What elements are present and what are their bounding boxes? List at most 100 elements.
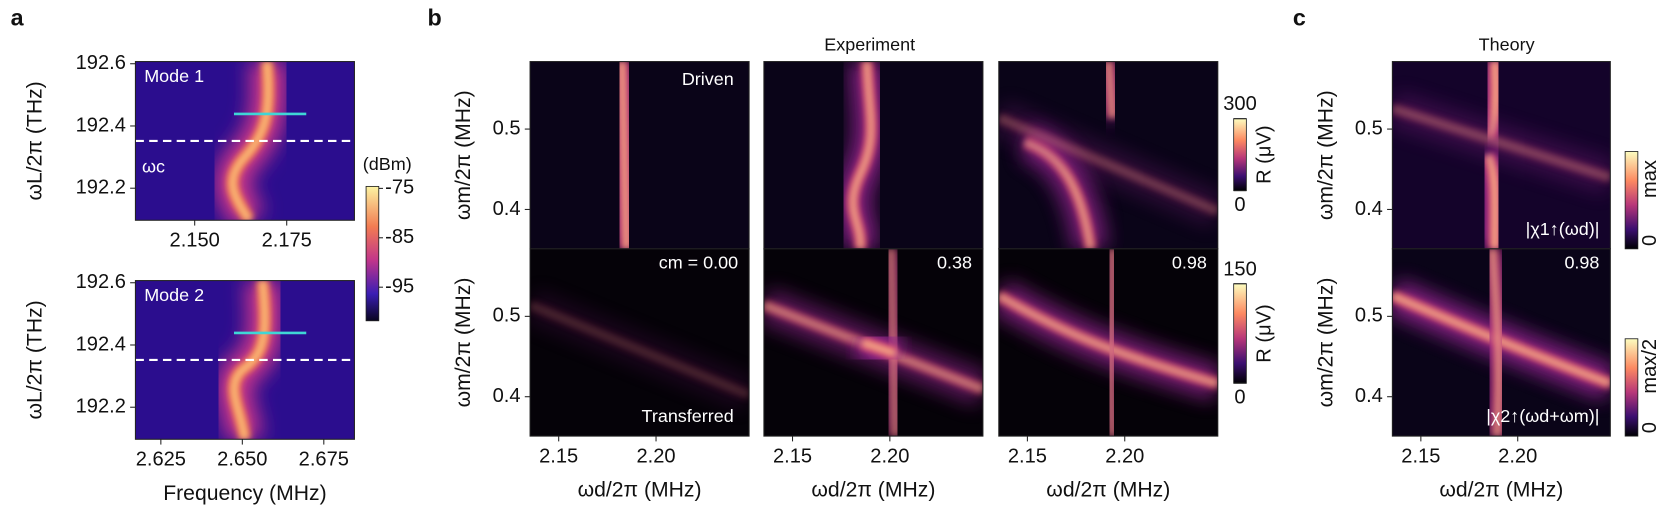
y-tick-label: 0.5 — [1355, 305, 1383, 327]
frame — [1391, 248, 1611, 437]
heatmap — [1391, 248, 1611, 437]
annotation: 0.38 — [937, 253, 972, 273]
heatmap-image — [135, 280, 355, 440]
frame — [134, 280, 355, 440]
annotation: |χ2↑(ωd+ωm)| — [1486, 406, 1599, 426]
glow-core — [861, 340, 896, 356]
colorbar — [1624, 151, 1639, 250]
x-axis-label: ωd/2π (MHz) — [578, 479, 702, 502]
x-tick-label: 2.20 — [870, 446, 909, 468]
colorbar-tick-label: max/2 — [1639, 339, 1659, 394]
heatmap — [529, 61, 750, 250]
heatmap — [998, 248, 1219, 437]
colorbar-tick-label: -75 — [385, 177, 414, 199]
y-tick-label: 192.6 — [76, 271, 126, 293]
colorbar — [365, 185, 380, 322]
heatmap — [998, 61, 1219, 250]
y-axis-label: ωL/2π (THz) — [24, 81, 47, 200]
colorbar-tick-label: -95 — [385, 275, 414, 297]
colorbar-tick-label: max — [1639, 160, 1659, 198]
heatmap-image — [1392, 248, 1611, 437]
y-axis-label: ωm/2π (MHz) — [1314, 278, 1337, 408]
frame — [763, 248, 984, 437]
colorbar — [1624, 338, 1639, 437]
y-tick-label: 192.4 — [76, 333, 126, 355]
colorbar-tick-label: 150 — [1223, 258, 1257, 280]
y-tick-label: 0.5 — [1355, 117, 1383, 139]
heatmap-image — [763, 248, 983, 437]
annotation: Driven — [682, 69, 734, 89]
heatmap-image — [763, 61, 983, 249]
panel-letter: a — [11, 4, 25, 30]
x-tick-label: 2.675 — [299, 449, 349, 471]
title: Theory — [1479, 34, 1535, 54]
x-tick-label: 2.150 — [170, 230, 220, 252]
y-axis-label: ωm/2π (MHz) — [452, 278, 475, 408]
x-tick-label: 2.625 — [136, 449, 186, 471]
colorbar-tick-label: 0 — [1639, 235, 1659, 246]
colorbar-label: (dBm) — [363, 154, 412, 174]
panel-letter: b — [427, 4, 441, 30]
x-tick-label: 2.20 — [1498, 446, 1537, 468]
glow-core — [619, 61, 629, 249]
panel-letter: c — [1293, 4, 1306, 30]
x-tick-label: 2.20 — [1105, 446, 1144, 468]
glow-core — [1490, 248, 1501, 437]
glow-core — [1108, 248, 1115, 437]
glow-core — [232, 280, 267, 440]
y-tick-label: 192.2 — [76, 396, 126, 418]
annotation: ωc — [142, 157, 165, 177]
annotation: 0.98 — [1172, 253, 1207, 273]
colorbar — [1233, 118, 1247, 192]
x-tick-label: 2.15 — [1401, 446, 1440, 468]
x-tick-label: 2.15 — [539, 446, 578, 468]
y-axis-label: ωm/2π (MHz) — [452, 90, 475, 220]
heatmap — [134, 61, 355, 221]
x-axis-label: Frequency (MHz) — [163, 482, 326, 505]
x-tick-label: 2.15 — [773, 446, 812, 468]
annotation: |χ1↑(ωd)| — [1526, 219, 1600, 239]
colorbar-tick-label: 0 — [1234, 386, 1245, 408]
colorbar-tick-label: 0 — [1234, 194, 1245, 216]
y-tick-label: 192.6 — [76, 52, 126, 74]
title: Experiment — [824, 34, 915, 54]
heatmap — [763, 248, 984, 437]
x-tick-label: 2.175 — [262, 230, 312, 252]
x-axis-label: ωd/2π (MHz) — [811, 479, 935, 502]
x-axis-label: ωd/2π (MHz) — [1046, 479, 1170, 502]
heatmap — [1391, 61, 1611, 250]
x-tick-label: 2.650 — [217, 449, 267, 471]
glow-core — [1486, 154, 1498, 249]
heatmap-image — [1392, 61, 1611, 249]
y-tick-label: 0.5 — [493, 117, 521, 139]
frame — [529, 248, 750, 437]
heatmap — [134, 280, 355, 440]
annotation: Mode 2 — [144, 285, 204, 305]
y-tick-label: 0.4 — [1355, 198, 1383, 220]
y-tick-label: 0.4 — [1355, 385, 1383, 407]
heatmap-image — [530, 61, 750, 249]
y-tick-label: 0.4 — [493, 198, 521, 220]
glow-core — [1392, 106, 1611, 180]
y-tick-label: 192.4 — [76, 114, 126, 136]
heatmap — [763, 61, 984, 250]
y-tick-label: 192.2 — [76, 177, 126, 199]
y-tick-label: 0.4 — [493, 385, 521, 407]
glow-core — [998, 293, 1218, 386]
x-tick-label: 2.20 — [636, 446, 675, 468]
colorbar-tick-label: 0 — [1639, 422, 1659, 433]
glow-core — [998, 115, 1218, 214]
annotation: 0.98 — [1564, 253, 1599, 273]
colorbar — [1233, 283, 1247, 384]
glow-core — [530, 303, 750, 397]
y-tick-label: 0.5 — [493, 305, 521, 327]
y-axis-label: ωm/2π (MHz) — [1314, 90, 1337, 220]
colorbar-tick-label: -85 — [385, 226, 414, 248]
colorbar-label: R (μV) — [1254, 125, 1276, 183]
frame — [134, 61, 355, 221]
heatmap-image — [998, 61, 1218, 249]
heatmap — [529, 248, 750, 437]
annotation: Transferred — [642, 406, 734, 426]
